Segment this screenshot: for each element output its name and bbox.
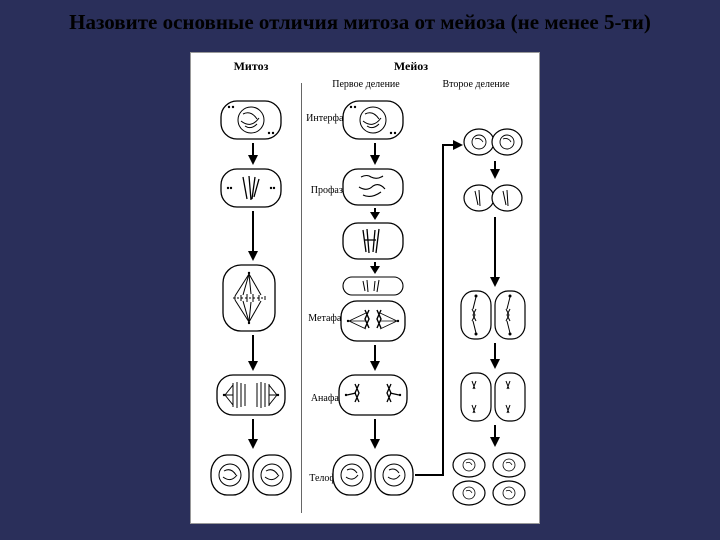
arrow-mitosis-2 — [247, 211, 259, 261]
meiosis1-prophase-2 — [341, 221, 405, 261]
arrow-mei1-p1 — [369, 208, 381, 220]
meiosis2-telophase-cell — [449, 449, 537, 509]
subheader-second: Второе деление — [431, 79, 521, 90]
meiosis2-prophase-cell — [461, 181, 525, 215]
meiosis1-prophase-1 — [341, 167, 405, 207]
arrow-mitosis-3 — [247, 335, 259, 371]
meiosis1-metaphase-cell — [339, 299, 407, 343]
subheader-first: Первое деление — [321, 79, 411, 90]
arrow-mitosis-4 — [247, 419, 259, 449]
arrow-mei1-4 — [369, 419, 381, 449]
arrow-mei1-p2 — [369, 262, 381, 274]
header-mitosis: Митоз — [211, 59, 291, 74]
arrow-mei2-3 — [489, 343, 501, 369]
arrow-mei1-1 — [369, 143, 381, 165]
meiosis1-prophase-3 — [341, 275, 405, 297]
arrow-mei2-2 — [489, 217, 501, 287]
mitosis-telophase-cell — [209, 451, 293, 499]
meiosis2-anaphase-cell — [457, 371, 529, 423]
meiosis2-interphase-cell — [461, 125, 525, 159]
diagram-inner: Митоз Мейоз Первое деление Второе делени… — [191, 53, 539, 523]
mitosis-prophase-cell — [219, 167, 283, 209]
header-meiosis: Мейоз — [351, 59, 471, 74]
vertical-divider — [301, 83, 302, 513]
meiosis1-interphase-cell — [341, 99, 405, 141]
meiosis1-telophase-cell — [331, 451, 415, 499]
arrow-mei1-3 — [369, 345, 381, 371]
slide-root: Назовите основные отличия митоза от мейо… — [0, 0, 720, 540]
meiosis2-metaphase-cell — [457, 289, 529, 341]
mitosis-interphase-cell — [219, 99, 283, 141]
diagram-figure: Митоз Мейоз Первое деление Второе делени… — [190, 52, 540, 524]
arrow-mei2-4 — [489, 425, 501, 447]
arrow-mitosis-1 — [247, 143, 259, 165]
meiosis1-anaphase-cell — [337, 373, 409, 417]
mitosis-anaphase-cell — [215, 373, 287, 417]
arrow-mei2-1 — [489, 161, 501, 179]
mitosis-metaphase-cell — [221, 263, 277, 333]
slide-title: Назовите основные отличия митоза от мейо… — [0, 10, 720, 35]
